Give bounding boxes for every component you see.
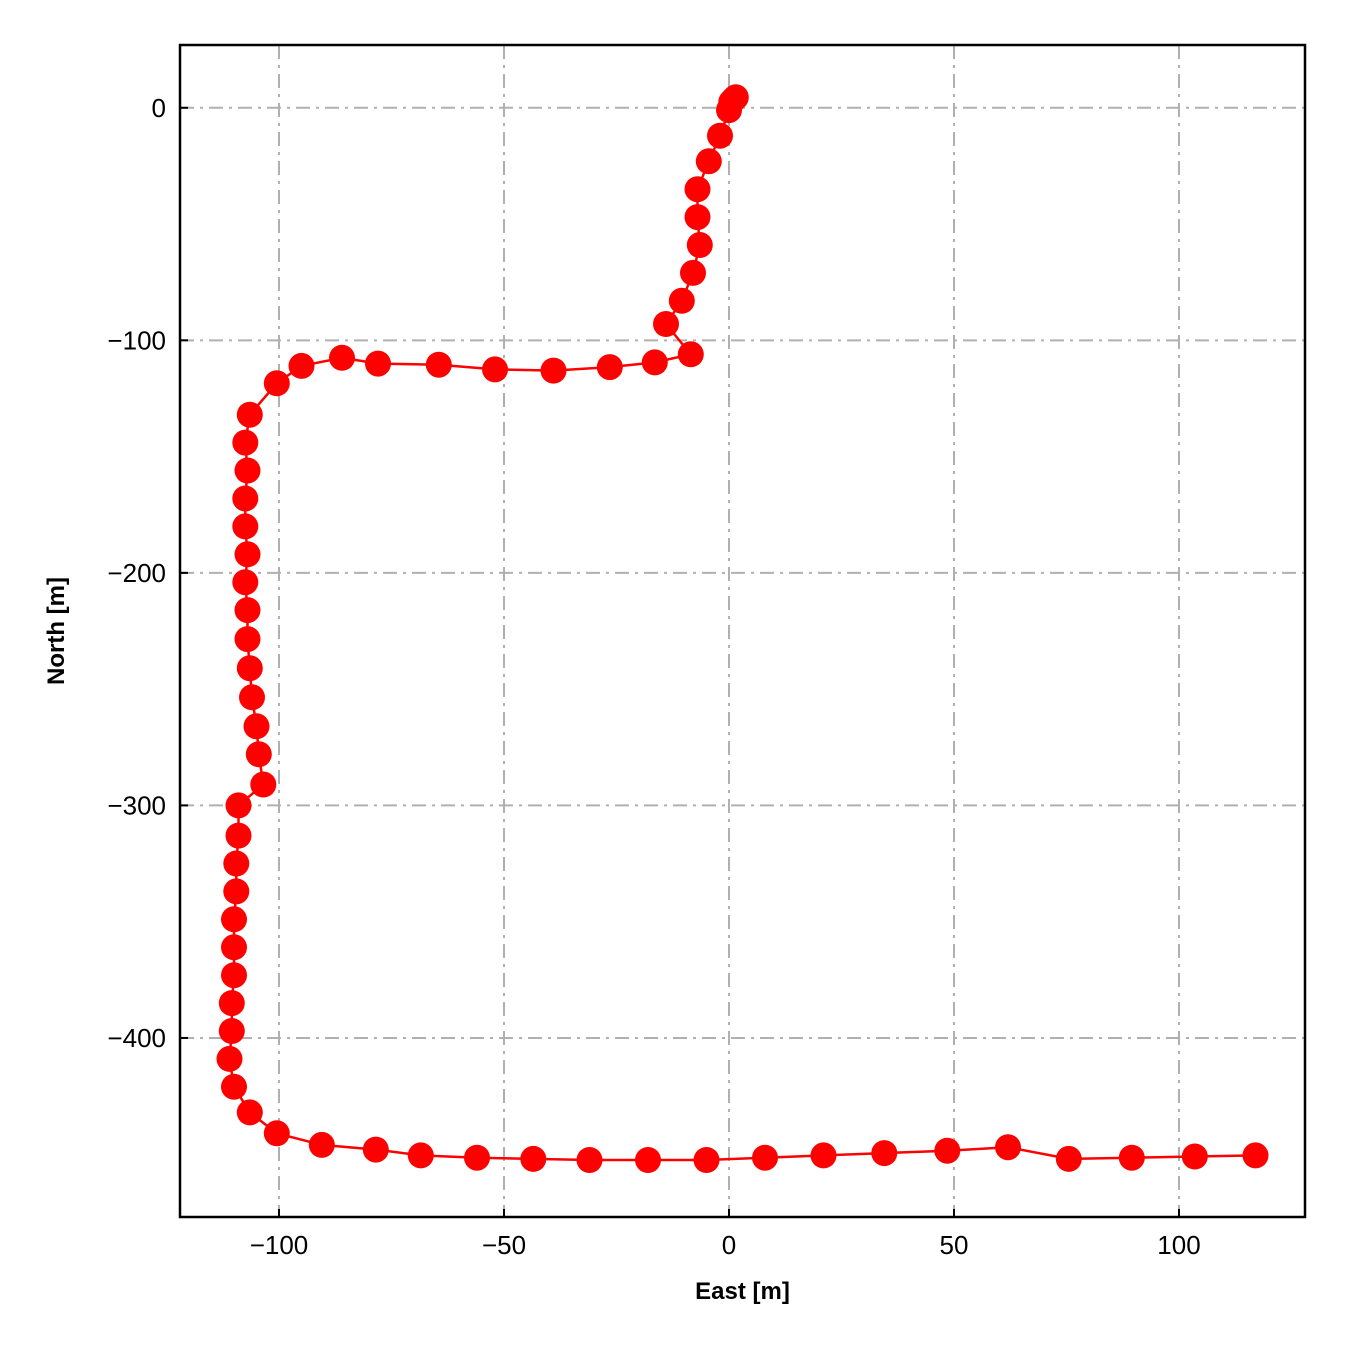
data-point [1055, 1145, 1082, 1172]
y-axis-title: North [m] [43, 577, 70, 685]
data-point [234, 457, 261, 484]
y-axis-ticks: 0 −100 −200 −300 −400 [107, 93, 188, 1053]
series-layer [216, 84, 1269, 1173]
data-point [686, 232, 713, 258]
data-point [684, 176, 711, 203]
data-point [693, 1147, 720, 1173]
data-point [225, 822, 252, 849]
data-point [641, 349, 668, 376]
y-tick-label: −200 [107, 558, 166, 588]
data-point [482, 356, 508, 383]
data-point [221, 1073, 247, 1100]
data-point [680, 259, 706, 286]
data-point [263, 1120, 290, 1147]
data-point [716, 97, 742, 124]
data-point [234, 597, 261, 624]
data-point [234, 541, 261, 568]
y-tick-label: −100 [107, 325, 166, 355]
data-point [668, 287, 695, 314]
data-point [695, 148, 722, 175]
grid [180, 45, 1305, 1217]
data-point [1181, 1143, 1208, 1170]
data-point [221, 934, 247, 961]
data-point [223, 878, 250, 905]
data-point [684, 204, 711, 231]
data-point [232, 429, 259, 456]
data-point [308, 1131, 335, 1158]
data-point [234, 626, 261, 653]
data-point [464, 1144, 490, 1171]
data-point [752, 1144, 778, 1171]
data-point [263, 370, 290, 397]
trajectory-markers [216, 84, 1269, 1173]
data-point [365, 350, 391, 377]
data-point [239, 684, 265, 711]
x-tick-label: −50 [482, 1230, 526, 1260]
data-point [635, 1147, 661, 1173]
x-tick-label: 100 [1157, 1230, 1200, 1260]
data-point [1118, 1144, 1145, 1171]
data-point [232, 485, 259, 512]
data-point [871, 1140, 898, 1167]
data-point [250, 771, 277, 798]
data-point [236, 401, 263, 428]
y-tick-label: 0 [152, 93, 166, 123]
data-point [1242, 1142, 1269, 1169]
data-point [596, 354, 623, 381]
data-point [216, 1045, 243, 1072]
data-point [995, 1134, 1021, 1161]
x-tick-label: −100 [250, 1230, 309, 1260]
x-axis-title: East [m] [695, 1278, 790, 1305]
plot-frame [178, 43, 1307, 1219]
data-point [362, 1136, 389, 1163]
data-point [223, 850, 250, 877]
data-point [245, 741, 272, 768]
data-point [288, 352, 315, 379]
data-point [236, 1099, 263, 1126]
data-point [218, 1018, 245, 1044]
data-point [407, 1142, 434, 1169]
data-point [576, 1147, 603, 1173]
data-point [677, 341, 704, 368]
data-point [540, 357, 567, 384]
y-tick-label: −400 [107, 1023, 166, 1053]
data-point [232, 513, 259, 540]
x-tick-label: 0 [722, 1230, 736, 1260]
data-point [236, 655, 263, 682]
data-point [520, 1145, 547, 1172]
data-point [218, 990, 245, 1017]
data-point [225, 792, 252, 819]
data-point [232, 569, 259, 596]
data-point [810, 1142, 837, 1169]
data-point [934, 1137, 961, 1164]
x-axis-ticks: −100 −50 0 50 100 [250, 1209, 1201, 1260]
data-point [329, 344, 355, 371]
x-tick-label: 50 [940, 1230, 969, 1260]
data-point [221, 962, 247, 989]
data-point [707, 122, 733, 149]
data-point [425, 351, 452, 378]
data-point [221, 906, 247, 933]
y-tick-label: −300 [107, 790, 166, 820]
trajectory-line [228, 96, 1256, 1162]
data-point [243, 713, 270, 740]
data-point [653, 311, 679, 337]
